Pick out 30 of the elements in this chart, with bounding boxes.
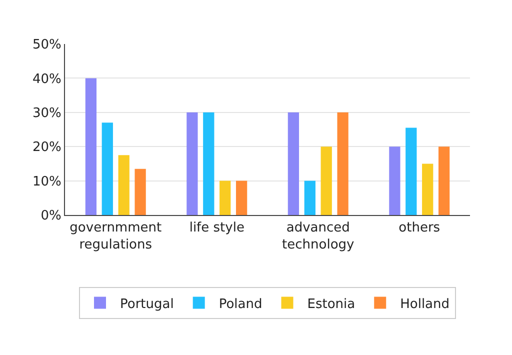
bar (304, 180, 316, 215)
y-tick-label: 10% (32, 174, 62, 190)
bar (438, 146, 450, 215)
bar (134, 168, 146, 215)
bar (389, 146, 400, 215)
x-tick-label: others (398, 220, 440, 236)
bar (422, 164, 434, 215)
bar (337, 112, 348, 215)
bar (186, 112, 198, 215)
y-tick-label: 40% (32, 72, 62, 87)
bar (406, 128, 417, 215)
x-tick-label: advanced technology (282, 220, 355, 252)
legend-label: Estonia (307, 296, 356, 312)
legend-label: Portugal (120, 296, 174, 312)
bar (118, 155, 130, 215)
x-tick-label: governmment regulations (70, 220, 162, 252)
bar (288, 112, 300, 215)
legend-label: Poland (218, 296, 262, 312)
bar (102, 122, 113, 215)
bar (320, 146, 332, 215)
bar (220, 180, 231, 215)
bar (85, 78, 97, 215)
y-tick-label: 0% (40, 208, 62, 224)
legend-label: Holland (400, 296, 450, 312)
bar (203, 112, 214, 215)
bar (236, 180, 248, 215)
y-tick-label: 30% (32, 106, 62, 121)
y-tick-label: 50% (32, 38, 62, 53)
x-tick-label: life style (189, 220, 244, 236)
y-tick-label: 20% (32, 140, 62, 156)
